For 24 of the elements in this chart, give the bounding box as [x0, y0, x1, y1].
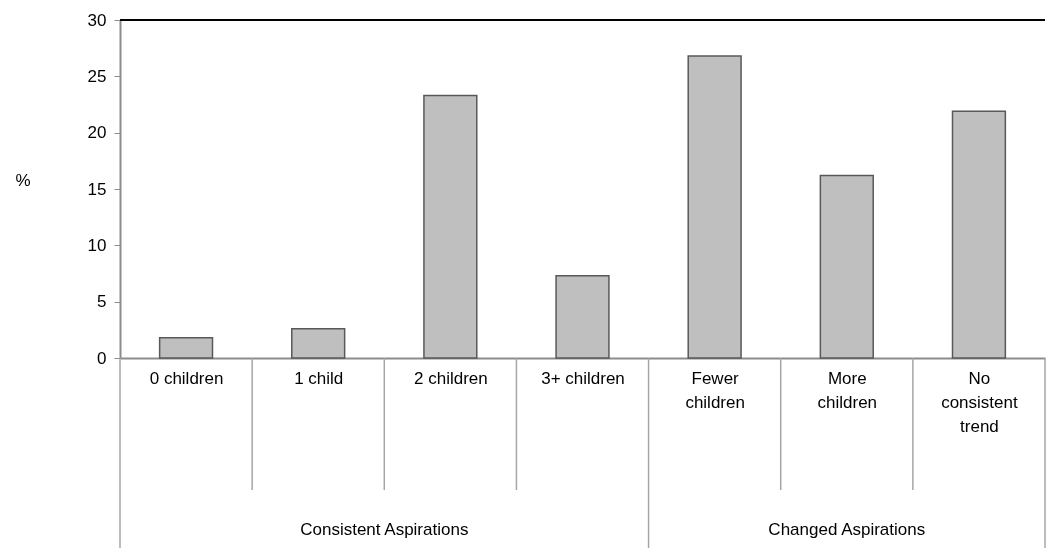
y-tick-label: 0	[97, 348, 107, 368]
x-tick-label: No consistent trend	[941, 368, 1018, 436]
x-tick-label: 1 child	[294, 368, 344, 388]
y-tick-label: 5	[97, 292, 107, 312]
bar	[951, 110, 1007, 359]
text: Changed Aspirations	[768, 520, 926, 539]
x-tick-label: 3+ children	[541, 368, 625, 388]
y-tick-label: 30	[87, 10, 107, 30]
x-tick-label: More children	[817, 368, 878, 412]
y-axis-title: %	[15, 170, 31, 190]
bar	[819, 174, 874, 359]
text: Consistent Aspirations	[300, 520, 469, 539]
bar	[423, 94, 478, 359]
y-tick-label: 15	[87, 179, 107, 199]
x-tick-label: 2 children	[414, 368, 488, 388]
y-tick-label: 25	[87, 66, 107, 86]
bar	[555, 275, 610, 359]
y-tick-label: 10	[87, 235, 107, 255]
y-tick-label: 20	[87, 123, 107, 143]
bar	[687, 55, 742, 359]
bar	[158, 336, 214, 359]
x-tick-label: Fewer children	[685, 368, 745, 412]
x-tick-label: 0 children	[149, 368, 224, 388]
bar	[291, 327, 346, 359]
